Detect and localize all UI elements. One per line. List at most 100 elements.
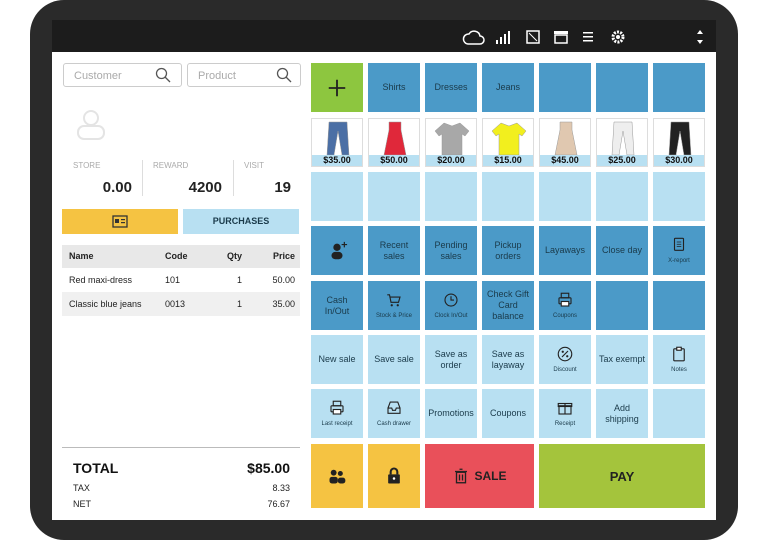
table-cell: Qty	[226, 251, 242, 261]
icon	[387, 294, 401, 307]
tile-button[interactable]	[368, 172, 420, 221]
id-icon	[112, 215, 128, 228]
tile-button[interactable]: New sale	[311, 335, 363, 384]
icon	[329, 469, 346, 484]
label: Notes	[671, 367, 687, 373]
tile-button[interactable]	[311, 172, 363, 221]
customer-card-button[interactable]	[62, 209, 178, 234]
product-button[interactable]: $15.00	[482, 118, 534, 167]
tile-button[interactable]	[596, 172, 648, 221]
tax-value: 8.33	[272, 483, 290, 493]
tile-button[interactable]: Pickup orders	[482, 226, 534, 275]
tile-button[interactable]	[425, 172, 477, 221]
tile-button[interactable]: Layaways	[539, 226, 591, 275]
tile-button[interactable]: Discount	[539, 335, 591, 384]
tile-button[interactable]	[539, 63, 591, 112]
customer-search[interactable]: Customer	[63, 63, 182, 87]
tile-button[interactable]	[596, 63, 648, 112]
product-search[interactable]: Product	[187, 63, 301, 87]
stat-label: VISIT	[244, 161, 265, 170]
category-button[interactable]: Dresses	[425, 63, 477, 112]
stat-value: 4200	[188, 179, 222, 196]
icon	[557, 402, 573, 415]
tile-button[interactable]: Clock In/Out	[425, 281, 477, 330]
price: $35.00	[312, 155, 362, 166]
icon	[330, 400, 344, 415]
tile-button[interactable]	[368, 444, 420, 508]
label: PAY	[609, 468, 635, 484]
tile-button[interactable]	[653, 172, 705, 221]
tile-button[interactable]: Add shipping	[596, 389, 648, 438]
label: Check Gift Card balance	[486, 289, 529, 321]
label: Receipt	[554, 421, 576, 427]
search-icon	[276, 67, 292, 83]
tile-button[interactable]	[653, 389, 705, 438]
divider	[62, 447, 300, 448]
product-button[interactable]: $35.00	[311, 118, 363, 167]
tile-button[interactable]: Coupons	[482, 389, 534, 438]
product-button[interactable]: $25.00	[596, 118, 648, 167]
tile-button[interactable]: Check Gift Card balance	[482, 281, 534, 330]
tile-button[interactable]	[539, 172, 591, 221]
table-cell: 0013	[165, 299, 186, 309]
label: Coupons	[489, 408, 527, 418]
placeholder: Product	[198, 70, 236, 82]
placeholder: Customer	[74, 70, 122, 82]
tile-button[interactable]: Stock & Price	[368, 281, 420, 330]
tile-button[interactable]: Close day	[596, 226, 648, 275]
tile-button[interactable]	[653, 281, 705, 330]
search-icon	[155, 67, 171, 83]
category-button[interactable]: Jeans	[482, 63, 534, 112]
icon	[558, 292, 572, 307]
tile-button[interactable]: Pending sales	[425, 226, 477, 275]
tile-button[interactable]	[482, 172, 534, 221]
purchases-button[interactable]: PURCHASES	[183, 209, 299, 234]
label: Dresses	[434, 82, 468, 92]
product-button[interactable]: $45.00	[539, 118, 591, 167]
tile-button[interactable]	[653, 63, 705, 112]
table-header	[62, 245, 300, 268]
tile-button[interactable]: Tax exempt	[596, 335, 648, 384]
label: X-report	[668, 258, 690, 264]
label: Coupons	[552, 313, 578, 319]
category-button[interactable]: Shirts	[368, 63, 420, 112]
tile-button[interactable]: Cash In/Out	[311, 281, 363, 330]
tile-button[interactable]: Notes	[653, 335, 705, 384]
label: Tax exempt	[598, 354, 646, 364]
table-cell: Red maxi-dress	[69, 275, 133, 285]
label: Last receipt	[321, 421, 353, 427]
tile-button[interactable]: Last receipt	[311, 389, 363, 438]
label: PURCHASES	[212, 216, 270, 226]
tile-button[interactable]: Cash drawer	[368, 389, 420, 438]
tile-button[interactable]: Recent sales	[368, 226, 420, 275]
table-cell: Name	[69, 251, 94, 261]
tile-button[interactable]: Receipt	[539, 389, 591, 438]
label: New sale	[318, 354, 356, 364]
tile-button[interactable]	[596, 281, 648, 330]
tile-button[interactable]: Promotions	[425, 389, 477, 438]
price: $25.00	[597, 155, 647, 166]
label: Shirts	[382, 82, 406, 92]
icon	[557, 346, 573, 362]
tile-button[interactable]	[311, 444, 363, 508]
price: $15.00	[483, 155, 533, 166]
tile-button[interactable]: Save as layaway	[482, 335, 534, 384]
tile-button[interactable]: Save as order	[425, 335, 477, 384]
icon	[331, 241, 348, 259]
tile-button[interactable]: Save sale	[368, 335, 420, 384]
table-cell: Price	[272, 251, 295, 261]
tile-button[interactable]: X-report	[653, 226, 705, 275]
label: Save as order	[434, 348, 468, 370]
sale-button[interactable]: SALE	[425, 444, 534, 508]
product-button[interactable]: $20.00	[425, 118, 477, 167]
product-button[interactable]: $50.00	[368, 118, 420, 167]
pay-button[interactable]: PAY	[539, 444, 705, 508]
tile-button[interactable]: Coupons	[539, 281, 591, 330]
product-image	[491, 122, 527, 156]
tile-button[interactable]	[311, 226, 363, 275]
net-value: 76.67	[267, 499, 290, 509]
product-button[interactable]: $30.00	[653, 118, 705, 167]
add-button[interactable]	[311, 63, 363, 112]
product-image	[326, 121, 350, 156]
